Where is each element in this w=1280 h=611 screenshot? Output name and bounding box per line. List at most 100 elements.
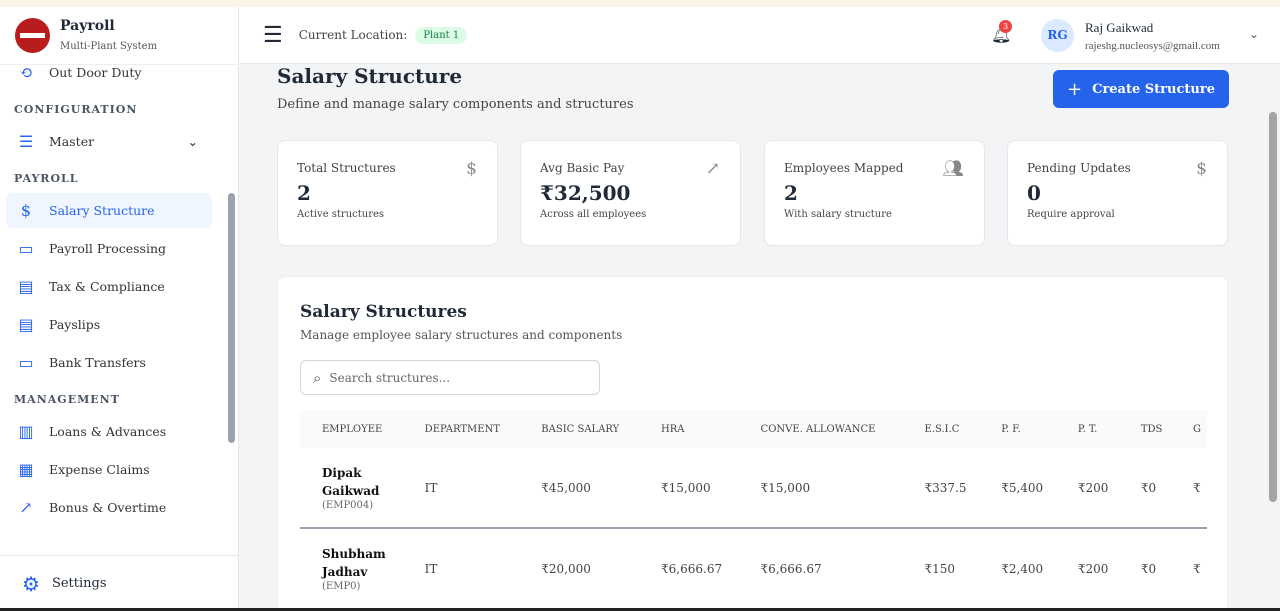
cell-conveyance: ₹15,000 [738,448,903,529]
cell-esic: ₹337.5 [902,448,980,529]
user-email: rajeshg.nucleosys@gmail.com [1085,40,1220,52]
sidebar-item-expense-claims[interactable]: ▦ Expense Claims [6,452,212,487]
sidebar-scrollbar[interactable] [228,73,235,553]
user-info[interactable]: Raj Gaikwad rajeshg.nucleosys@gmail.com [1085,20,1235,54]
cell-tds: ₹0 [1140,561,1157,576]
card-value: 2 [297,181,311,205]
salary-structures-panel: Salary Structures Manage employee salary… [277,276,1228,611]
sidebar-item-label: Payslips [49,317,101,332]
card-value: 0 [1027,181,1041,205]
employee-last-name: Gaikwad [322,484,380,498]
location-badge[interactable]: Plant 1 [415,26,468,44]
sidebar-item-bonus-overtime[interactable]: ↗ Bonus & Overtime [6,490,212,525]
scrollbar-thumb[interactable] [1269,112,1277,502]
employee-id: (EMP004) [322,500,374,511]
sidebar-item-label: Payroll Processing [49,241,167,256]
employee-first-name: Dipak [322,466,362,480]
sidebar-item-label: Bonus & Overtime [49,500,167,515]
users-icon: 👥︎ [942,159,964,179]
dollar-icon: $ [20,200,32,220]
employee-last-name: Jadhav [322,565,368,579]
briefcase-icon: ▥ [18,421,34,441]
column-header: G [1170,410,1207,448]
sidebar-item-label: Tax & Compliance [49,279,165,294]
sidebar-item-payroll-processing[interactable]: ▭ Payroll Processing [6,231,212,266]
sidebar-nav: ⟲ Out Door Duty CONFIGURATION ☰ Master ⌄ PA… [0,65,226,555]
sidebar-item-label: Bank Transfers [49,355,146,370]
notification-count: 3 [999,20,1012,33]
plus-icon: + [1067,78,1083,100]
sidebar-item-master[interactable]: ☰ Master ⌄ [6,124,212,159]
chevron-down-icon: ⌄ [187,134,198,149]
column-header: BASIC SALARY [519,410,640,448]
search-placeholder: Search structures... [329,370,451,385]
notifications-button[interactable]: 🔔︎ 3 [991,20,1012,44]
table-header: EMPLOYEE DEPARTMENT BASIC SALARY HRA CON… [300,410,1207,448]
card-title: Avg Basic Pay [540,161,625,175]
cell-pt: ₹200 [1055,448,1119,529]
menu-icon[interactable]: ☰ [263,22,283,48]
sidebar-item-out-door-duty[interactable]: ⟲ Out Door Duty [6,65,212,90]
card-value: 2 [784,181,798,205]
cell-pt: ₹200 [1077,561,1109,576]
cell-gross: ₹ [1170,448,1207,529]
location-label: Current Location: [298,28,408,42]
sidebar-item-settings[interactable]: ⚙ Settings [0,555,238,611]
cell-gross: ₹ [1192,561,1201,576]
card-desc: Active structures [297,209,385,220]
table-row[interactable]: Dipak Gaikwad (EMP004) IT ₹45,000 ₹15,000 … [300,448,1207,529]
top-header: ☰ Current Location: Plant 1 🔔︎ 3 RG Raj G… [239,7,1280,64]
cell-basic-salary: ₹20,000 [541,561,591,576]
sidebar-item-payslips[interactable]: ▤ Payslips [6,307,212,342]
column-header: HRA [639,410,739,448]
chevron-down-icon[interactable]: ⌄ [1249,27,1260,41]
gear-icon: ⚙ [22,571,40,596]
column-header: CONVE. ALLOWANCE [738,410,903,448]
clipboard-list-icon: ▦ [18,459,34,479]
stat-card-employees-mapped: Employees Mapped 2 With salary structure 👥︎ [764,140,985,246]
cell-department: IT [402,448,520,529]
stat-card-avg-basic-pay: Avg Basic Pay ₹32,500 Across all employees… [520,140,741,246]
column-header: P. F. [979,410,1056,448]
table-row[interactable]: Shubham Jadhav (EMP0) IT ₹20,000 ₹6,666.67… [300,528,1207,608]
create-structure-button[interactable]: + Create Structure [1053,70,1229,108]
column-header: EMPLOYEE [300,410,403,448]
sidebar-item-loans-advances[interactable]: ▥ Loans & Advances [6,414,212,449]
card-title: Pending Updates [1027,161,1131,175]
main-content: Salary Structure Define and manage salar… [262,64,1242,611]
logo-icon [15,18,50,53]
file-text-icon: ▤ [18,276,34,296]
user-name: Raj Gaikwad [1085,20,1154,35]
create-structure-label: Create Structure [1092,81,1215,97]
sidebar-item-bank-transfers[interactable]: ▭ Bank Transfers [6,345,212,380]
route-icon: ⟲ [19,65,33,82]
credit-card-icon: ▭ [18,352,34,372]
column-header: E.S.I.C [902,410,980,448]
file-text-icon: ▤ [18,314,34,334]
card-desc: With salary structure [784,209,892,220]
card-title: Employees Mapped [784,161,904,175]
sidebar-item-tax-compliance[interactable]: ▤ Tax & Compliance [6,269,212,304]
section-management: MANAGEMENT [14,393,120,406]
dollar-icon: $ [466,159,477,179]
cell-hra: ₹6,666.67 [661,561,723,576]
sidebar-item-label: Master [49,134,95,149]
page-title: Salary Structure [277,64,463,88]
column-header: DEPARTMENT [402,410,520,448]
brand-title: Payroll [60,18,115,34]
card-desc: Across all employees [540,209,647,220]
trending-up-icon: ↗ [705,159,720,179]
avatar[interactable]: RG [1041,19,1074,52]
scrollbar-thumb[interactable] [228,193,235,443]
search-input[interactable]: ⌕ Search structures... [300,360,600,395]
sidebar-item-label: Loans & Advances [49,424,167,439]
sidebar-item-salary-structure[interactable]: $ Salary Structure [6,193,212,228]
column-header: P. T. [1055,410,1119,448]
page-scrollbar[interactable] [1266,64,1280,611]
cell-esic: ₹150 [924,561,956,576]
cell-pf: ₹5,400 [979,448,1056,529]
brand-subtitle: Multi-Plant System [60,41,158,52]
trending-up-icon: ↗ [19,497,33,517]
cell-pf: ₹2,400 [1001,561,1044,576]
cell-tds: ₹0 [1118,448,1171,529]
